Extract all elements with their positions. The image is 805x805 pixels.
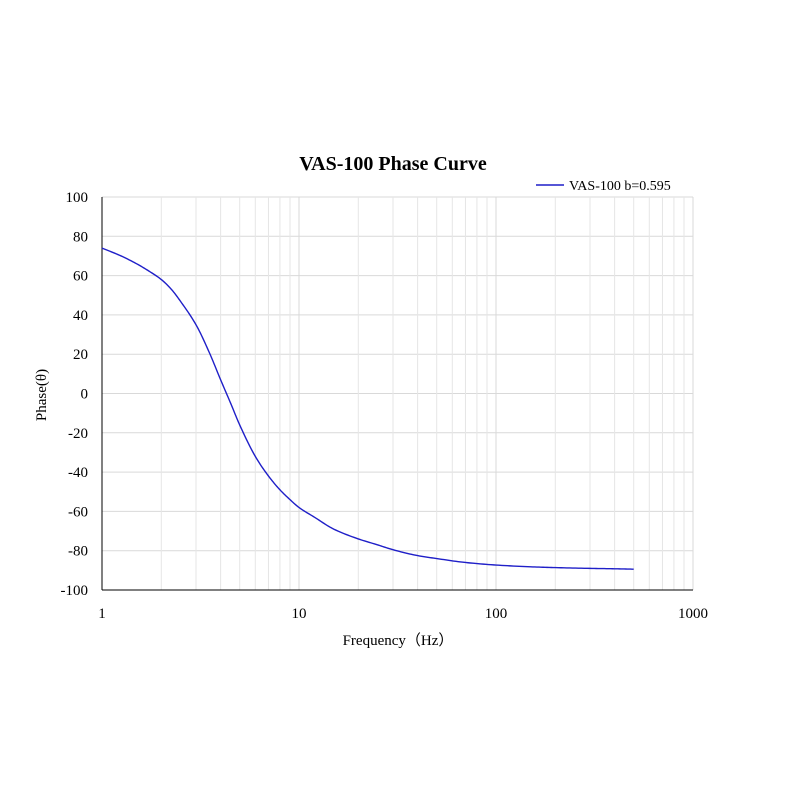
series-layer	[101, 247, 634, 570]
x-tick-label: 100	[485, 606, 508, 622]
x-tick-label: 1000	[678, 606, 708, 622]
grid-layer	[101, 196, 694, 591]
y-tick-label: -40	[68, 465, 88, 481]
y-tick-label: 100	[66, 190, 89, 206]
x-tick-label: 1	[98, 606, 106, 622]
chart-title: VAS-100 Phase Curve	[299, 153, 487, 175]
x-tick-label: 10	[292, 606, 307, 622]
y-tick-label: -60	[68, 504, 88, 520]
y-tick-label: 80	[73, 229, 88, 245]
series-line	[101, 247, 634, 570]
y-tick-label: 60	[73, 269, 88, 285]
legend: VAS-100 b=0.595	[536, 179, 671, 194]
y-tick-label: -100	[61, 583, 89, 599]
y-tick-label: -80	[68, 544, 88, 560]
axes-layer	[101, 197, 693, 591]
y-tick-label: 0	[81, 387, 89, 403]
y-tick-label: -20	[68, 426, 88, 442]
y-tick-label: 40	[73, 308, 88, 324]
ticks-layer: 100 80 60 40 20 0 -20 -40 -60 -80 -100 1 10 100 1000	[61, 190, 709, 622]
y-tick-label: 20	[73, 347, 88, 363]
y-axis-label: Phase(θ)	[34, 369, 50, 421]
legend-label: VAS-100 b=0.595	[569, 179, 671, 194]
x-axis-label: Frequency（Hz）	[343, 632, 454, 649]
